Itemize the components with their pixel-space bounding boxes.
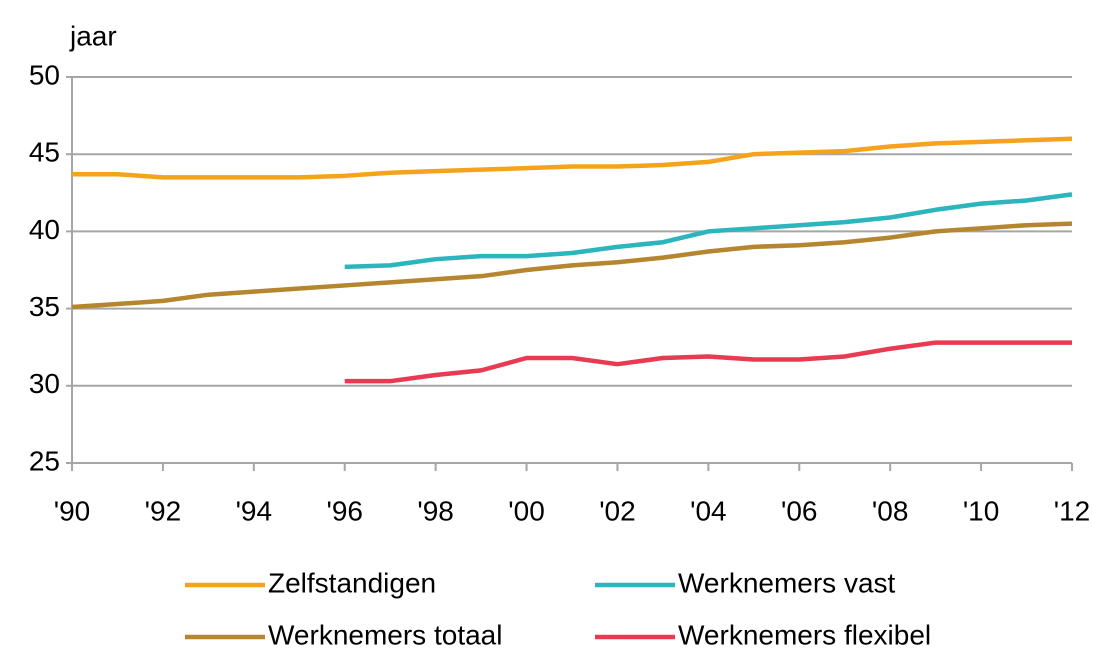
y-tick-label: 35 (29, 291, 60, 322)
x-tick-label: '04 (690, 495, 727, 526)
x-tick-label: '90 (54, 495, 91, 526)
y-tick-label: 40 (29, 214, 60, 245)
x-tick-label: '92 (145, 495, 182, 526)
series-line (72, 136, 1073, 180)
y-tick-label: 25 (29, 445, 60, 476)
y-axis-label: jaar (69, 20, 117, 51)
series-line (71, 221, 1073, 310)
x-tick-label: '94 (236, 495, 273, 526)
series-line (344, 340, 1072, 384)
y-tick-label: 45 (29, 137, 60, 168)
legend-label: Zelfstandigen (268, 567, 436, 598)
x-tick-label: '96 (326, 495, 363, 526)
legend-label: Werknemers vast (678, 567, 896, 598)
legend-label: Werknemers flexibel (678, 619, 931, 650)
x-tick-label: '08 (872, 495, 909, 526)
series-line (344, 192, 1073, 270)
x-tick-label: '02 (599, 495, 636, 526)
x-tick-label: '00 (508, 495, 545, 526)
legend-label: Werknemers totaal (268, 619, 502, 650)
x-tick-label: '06 (781, 495, 818, 526)
y-tick-label: 30 (29, 368, 60, 399)
y-tick-label: 50 (29, 59, 60, 90)
x-tick-label: '98 (417, 495, 454, 526)
x-tick-label: '10 (963, 495, 1000, 526)
x-tick-label: '12 (1054, 495, 1091, 526)
